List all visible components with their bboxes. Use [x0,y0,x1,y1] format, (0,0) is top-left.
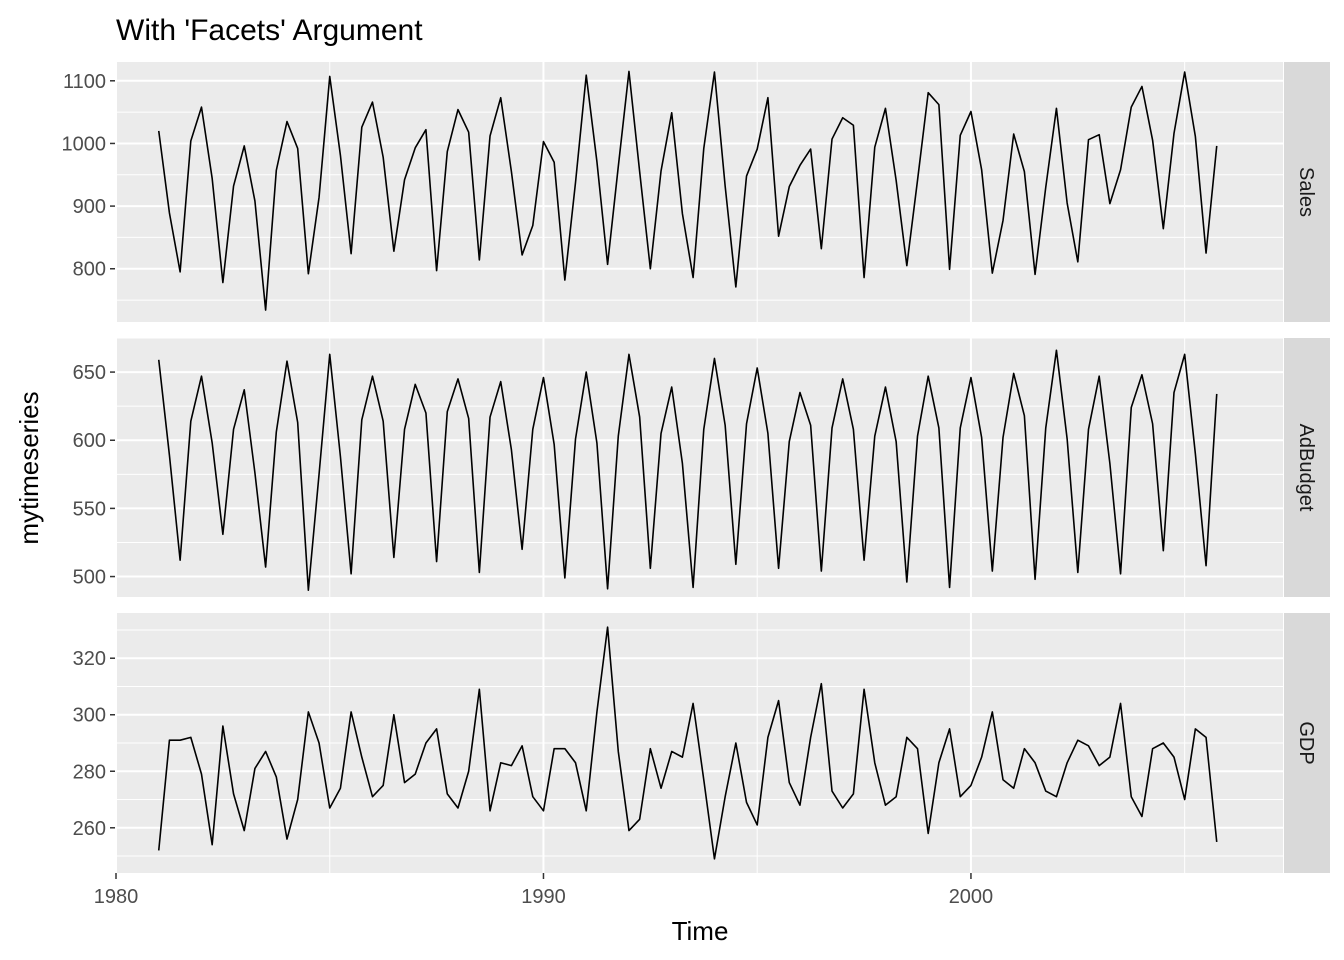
y-tick-label: 900 [73,196,106,218]
series-line-adbudget [157,349,1218,591]
facet-strip-label: AdBudget [1295,424,1317,512]
y-tick-label: 260 [73,818,106,840]
x-tick-label: 2000 [949,886,994,908]
x-tick-label: 1990 [521,886,566,908]
y-tick-label: 1100 [63,71,106,93]
facet-panel-gdp: 260 280 300 320 GDP [73,613,1330,873]
y-tick-label: 650 [73,362,106,384]
x-axis-title: Time [672,916,729,946]
y-tick-label: 320 [73,648,106,670]
series-line-gdp [157,626,1218,860]
y-tick-label: 600 [73,430,106,452]
y-tick-label: 800 [73,259,106,281]
facet-panels: 800 900 1000 1100 Sales 500 550 600 650 AdBudget 2… [62,62,1330,873]
facet-panel-sales: 800 900 1000 1100 Sales [62,62,1330,322]
y-axis-title: mytimeseries [14,391,44,544]
facet-panel-adbudget: 500 550 600 650 AdBudget [73,337,1330,597]
y-tick-label: 300 [73,705,106,727]
facet-strip [1284,613,1330,873]
y-tick-label: 1000 [62,133,107,155]
facet-strip-label: Sales [1295,167,1317,217]
facet-strip [1284,338,1330,597]
facet-strip-label: GDP [1295,721,1317,764]
chart-title: With 'Facets' Argument [116,14,423,47]
y-tick-label: 500 [73,567,106,589]
y-tick-label: 280 [73,761,106,783]
y-tick-label: 550 [73,498,106,520]
x-axis: 1980 1990 2000 [94,873,993,908]
x-tick-label: 1980 [94,886,139,908]
panel-background [116,338,1283,597]
facet-strip [1284,62,1330,322]
series-line-sales [157,70,1218,311]
